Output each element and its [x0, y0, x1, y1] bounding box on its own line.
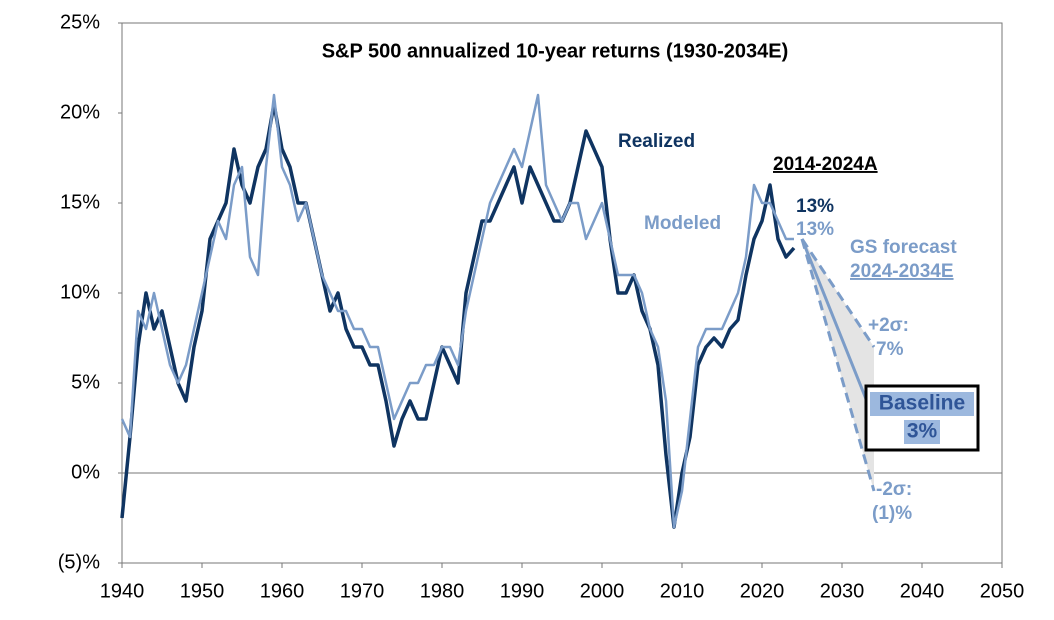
x-tick-label: 2030: [820, 580, 865, 602]
x-tick-label: 1990: [500, 580, 545, 602]
plot-frame: [121, 22, 1003, 564]
forecast-line: [800, 238, 876, 492]
annotation: Realized: [618, 131, 695, 152]
annotation: 7%: [876, 339, 904, 360]
chart-title: S&P 500 annualized 10-year returns (1930…: [322, 40, 789, 62]
annotation: 13%: [796, 219, 834, 240]
x-tick-label: 1960: [260, 580, 305, 602]
annotation: 2014-2024A: [773, 154, 878, 175]
y-tick-label: 5%: [71, 371, 100, 393]
x-tick-label: 2010: [660, 580, 705, 602]
annotation: Baseline: [879, 392, 965, 415]
annotation: GS forecast: [850, 237, 957, 258]
annotation: +2σ:: [868, 315, 909, 336]
annotation: 13%: [796, 196, 834, 217]
x-tick-label: 1970: [340, 580, 385, 602]
y-tick-label: 15%: [60, 191, 100, 213]
y-tick-label: 0%: [71, 461, 100, 483]
y-tick-label: 20%: [60, 101, 100, 123]
y-tick-label: 10%: [60, 281, 100, 303]
x-tick-label: 2050: [980, 580, 1025, 602]
y-tick-label: (5)%: [58, 551, 100, 573]
forecast-line: [800, 238, 876, 348]
annotation: -2σ:: [876, 479, 912, 500]
series-line: [120, 102, 796, 529]
x-tick-label: 2020: [740, 580, 785, 602]
x-tick-label: 2000: [580, 580, 625, 602]
annotation: Modeled: [644, 213, 721, 234]
annotation: 3%: [907, 420, 938, 443]
highlight: [904, 420, 940, 444]
x-tick-label: 2040: [900, 580, 945, 602]
x-tick-label: 1980: [420, 580, 465, 602]
annotation: 2024-2034E: [850, 261, 954, 282]
x-tick-label: 1940: [100, 580, 145, 602]
y-tick-label: 25%: [60, 11, 100, 33]
x-tick-label: 1950: [180, 580, 225, 602]
forecast-line: [800, 238, 876, 420]
annotation: (1)%: [872, 503, 912, 524]
highlight: [870, 392, 974, 416]
series-line: [120, 93, 794, 529]
